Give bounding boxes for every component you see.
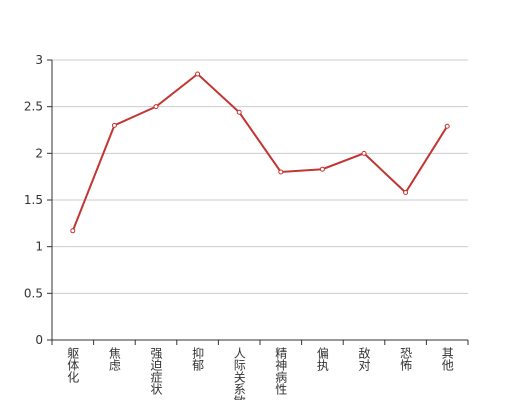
point: [70, 228, 76, 234]
x-tick-label: 偏执: [315, 346, 329, 372]
point: [403, 190, 409, 196]
point: [278, 169, 284, 175]
point: [195, 71, 201, 77]
x-tick-label: 其他: [440, 347, 454, 371]
x-tick-label: 抑郁: [191, 346, 205, 372]
y-tick-label: 2.5: [24, 100, 43, 114]
y-tick-label: 1.5: [24, 193, 43, 207]
x-tick-label: 躯体化: [66, 346, 80, 384]
x-tick-label: 精神病性: [274, 347, 288, 396]
line: [71, 72, 449, 232]
point: [236, 109, 242, 115]
x-tick-label: 强迫症状: [149, 347, 163, 395]
point: [111, 122, 117, 128]
point: [319, 166, 325, 172]
x-tick-label: 焦虑: [107, 347, 121, 371]
y-tick-label: 2: [35, 146, 43, 160]
point: [444, 123, 450, 129]
x-tick-label: 敌对: [357, 346, 371, 371]
point: [153, 104, 159, 110]
point: [361, 150, 367, 156]
y-tick-label: 1: [35, 240, 43, 254]
y-tick-label: 0.5: [24, 286, 43, 300]
y-tick-label: 3: [35, 53, 43, 67]
x-tick-label: 人际关系敏感: [232, 347, 246, 400]
x-tick-label: 恐怖: [399, 347, 413, 371]
y-tick-label: 0: [35, 333, 43, 347]
